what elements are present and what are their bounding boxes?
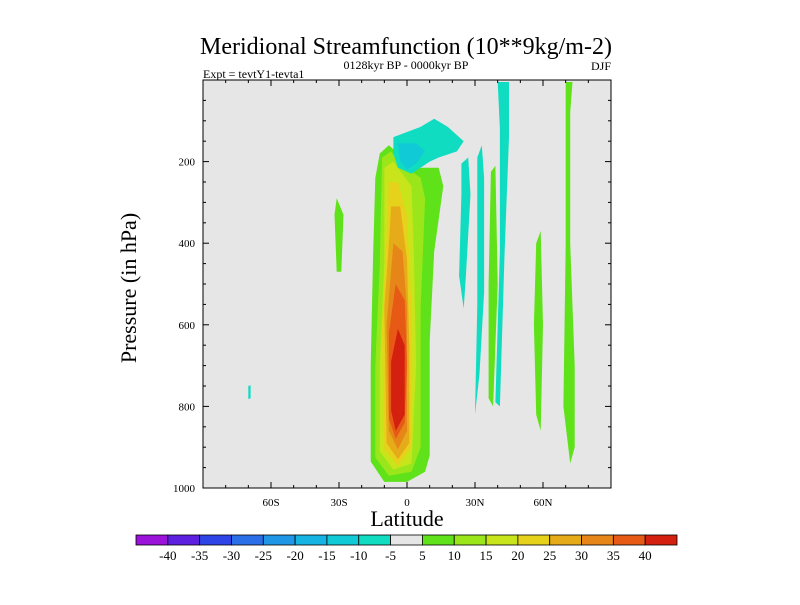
contour-positive-strip-35n	[488, 165, 498, 407]
contour-positive-strip-30s	[334, 198, 344, 272]
colorbar-box	[581, 534, 614, 546]
colorbar-label: -10	[350, 548, 367, 563]
colorbar-label: -25	[255, 548, 272, 563]
y-axis-title: Pressure (in hPa)	[116, 213, 141, 363]
x-tick-label: 30S	[330, 497, 347, 509]
colorbar-label: 5	[419, 548, 426, 563]
colorbar-box	[199, 534, 232, 546]
colorbar-box	[453, 534, 487, 546]
experiment-label: Expt = tevtY1-tevta1	[203, 67, 304, 81]
colorbar-label: -40	[159, 548, 176, 563]
colorbar-label: -5	[385, 548, 396, 563]
contour-negative-strip-30n	[475, 145, 485, 415]
axis-ticks: 200 400 600 800 1000 60S 30S 0 30N 60N	[173, 80, 611, 509]
x-tick-label: 60N	[534, 497, 553, 509]
y-tick-label: 400	[179, 238, 196, 250]
y-tick-label: 1000	[173, 483, 196, 495]
contour-negative-strip-20n	[459, 157, 471, 309]
colorbar-label: -30	[223, 548, 240, 563]
contour-positive-cell-40	[391, 328, 405, 431]
colorbar-box	[612, 534, 646, 546]
chart-subtitle: 0128kyr BP - 0000kyr BP	[344, 58, 469, 72]
colorbar-box	[294, 534, 328, 546]
colorbar-label: -15	[318, 548, 335, 563]
colorbar-box	[231, 534, 264, 546]
colorbar-label: -20	[286, 548, 303, 563]
colorbar-box	[358, 534, 391, 546]
colorbar-label: 35	[607, 548, 620, 563]
y-tick-label: 600	[179, 320, 196, 332]
season-label: DJF	[591, 59, 611, 73]
chart-title: Meridional Streamfunction (10**9kg/m-2)	[200, 34, 612, 60]
colorbar-box	[485, 534, 519, 546]
colorbar-box	[262, 534, 296, 546]
colorbar-box	[135, 534, 169, 546]
colorbar-box	[390, 534, 423, 546]
colorbar-label: 40	[639, 548, 652, 563]
x-tick-label: 30N	[466, 497, 485, 509]
colorbar-label: 15	[480, 548, 493, 563]
colorbar-box	[517, 534, 551, 546]
y-tick-label: 800	[179, 401, 196, 413]
plot-area: 200 400 600 800 1000 60S 30S 0 30N 60N	[173, 79, 612, 509]
contour-negative-upper-core	[397, 143, 426, 170]
y-tick-label: 200	[179, 157, 196, 169]
x-axis-title: Latitude	[370, 506, 443, 531]
colorbar-box	[422, 534, 455, 546]
contour-positive-strip-70n	[563, 82, 575, 464]
x-tick-label: 0	[404, 497, 410, 509]
colorbar-box	[549, 534, 582, 546]
colorbar-label: 20	[511, 548, 524, 563]
x-tick-label: 60S	[262, 497, 279, 509]
contour-features	[248, 82, 575, 482]
contour-positive-strip-60n	[533, 231, 543, 431]
contour-negative-speck-65s	[248, 385, 251, 400]
colorbar-box	[644, 534, 678, 546]
colorbar-label: 10	[448, 548, 461, 563]
colorbar-label: -35	[191, 548, 208, 563]
colorbar-label: 25	[543, 548, 556, 563]
colorbar-box	[167, 534, 201, 546]
colorbar-labels: -40 -35 -30 -25 -20 -15 -10 -5 5 10 15 20 25 30 35 40	[159, 548, 652, 563]
colorbar-box	[326, 534, 360, 546]
colorbar-label: 30	[575, 548, 588, 563]
contour-negative-strip-40n	[495, 82, 509, 407]
colorbar	[135, 534, 678, 546]
